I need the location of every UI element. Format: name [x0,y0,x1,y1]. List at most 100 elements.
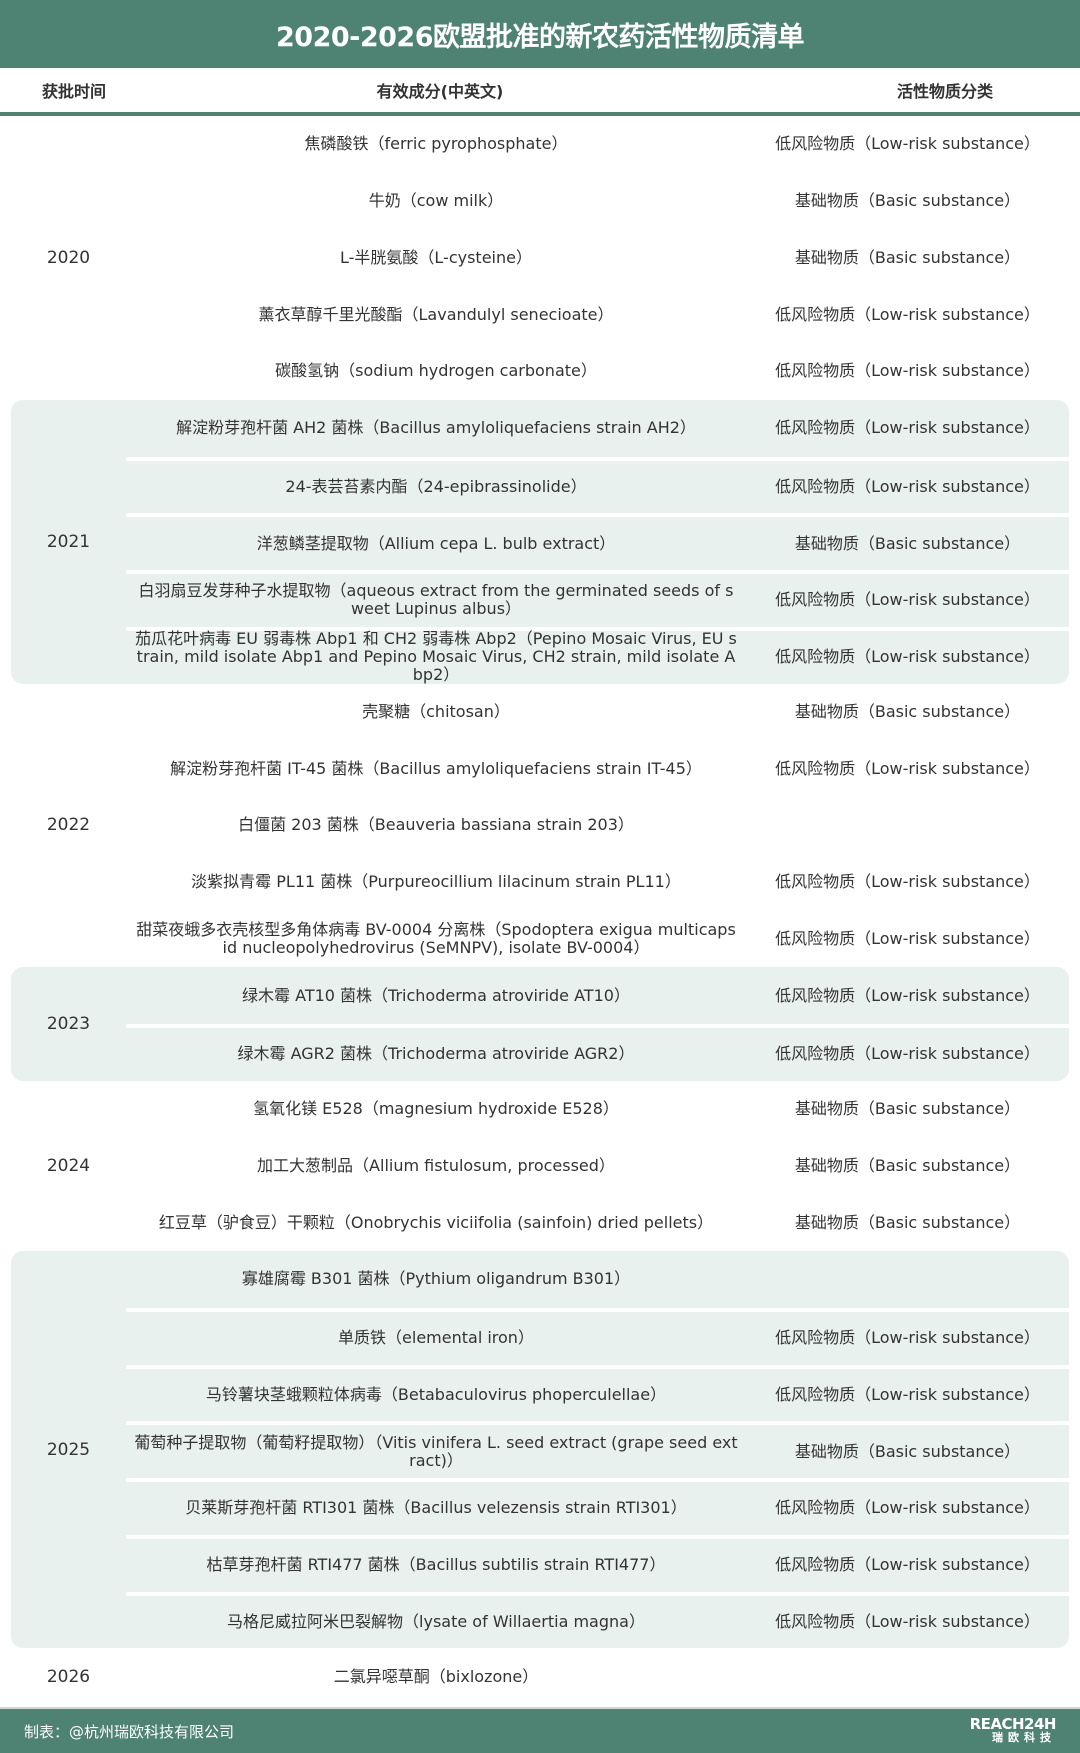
ingredient-name: 淡紫拟青霉 PL11 菌株（Purpureocillium lilacinum … [191,872,681,892]
substance-category: 低风险物质（Low-risk substance） [775,1611,1040,1631]
substance-category: 基础物质（Basic substance） [794,1155,1021,1175]
substance-category: 低风险物质（Low-risk substance） [775,1498,1040,1518]
header-ingredient: 有效成分(中英文) [376,82,504,101]
logo-line1: REACH24H [969,1715,1057,1733]
table-row: 24-表芸苔素内酯（24-epibrassinolide） 低风险物质（Low-r… [126,456,1069,514]
table-row: 解淀粉芽孢杆菌 AH2 菌株（Bacillus amyloliquefacien… [126,400,1069,457]
table-row: 薰衣草醇千里光酸酯（Lavandulyl senecioate） 低风险物质（Lo… [126,286,1069,343]
table-body: 2020 焦磷酸铁（ferric pyrophosphate） 低风险物质（Low-… [0,116,1080,1705]
table-row: 淡紫拟青霉 PL11 菌株（Purpureocillium lilacinum … [126,854,1069,911]
substance-category: 低风险物质（Low-risk substance） [775,304,1040,324]
substance-category: 低风险物质（Low-risk substance） [775,1555,1040,1575]
substance-category: 低风险物质（Low-risk substance） [775,590,1040,610]
ingredient-name: 寡雄腐霉 B301 菌株（Pythium oligandrum B301） [241,1269,631,1289]
substance-category: 低风险物质（Low-risk substance） [775,1384,1040,1404]
substance-category: 基础物质（Basic substance） [794,1099,1021,1119]
table-row: 二氯异噁草酮（bixlozone） [126,1648,1069,1705]
ingredient-name: 枯草芽孢杆菌 RTI477 菌株（Bacillus subtilis strai… [206,1555,666,1575]
substance-category: 基础物质（Basic substance） [794,247,1021,267]
approval-year: 2021 [46,531,91,552]
approval-year: 2024 [46,1155,91,1176]
ingredient-name: 解淀粉芽孢杆菌 AH2 菌株（Bacillus amyloliquefacien… [176,418,696,438]
ingredient-name: 茄瓜花叶病毒 EU 弱毒株 Abp1 和 CH2 弱毒株 Abp2（Pepino… [135,629,737,685]
table-row: 甜菜夜蛾多衣壳核型多角体病毒 BV-0004 分离株（Spodoptera ex… [126,911,1069,968]
year-group: 2026 二氯异噁草酮（bixlozone） [11,1648,1069,1705]
table-row: 解淀粉芽孢杆菌 IT-45 菌株（Bacillus amyloliquefaci… [126,740,1069,797]
ingredient-name: 二氯异噁草酮（bixlozone） [333,1666,539,1686]
ingredient-name: 白羽扇豆发芽种子水提取物（aqueous extract from the ge… [138,581,734,619]
table-row: 茄瓜花叶病毒 EU 弱毒株 Abp1 和 CH2 弱毒株 Abp2（Pepino… [126,626,1069,685]
ingredient-name: L-半胱氨酸（L-cysteine） [340,247,532,267]
ingredient-name: 红豆草（驴食豆）干颗粒（Onobrychis viciifolia (sainf… [158,1212,714,1232]
substance-category: 基础物质（Basic substance） [794,701,1021,721]
substance-category: 低风险物质（Low-risk substance） [775,361,1040,381]
ingredient-name: 绿木霉 AT10 菌株（Trichoderma atroviride AT10） [242,985,630,1005]
substance-category: 低风险物质（Low-risk substance） [775,134,1040,154]
table-row: 焦磷酸铁（ferric pyrophosphate） 低风险物质（Low-risk… [126,116,1069,173]
ingredient-name: 壳聚糖（chitosan） [362,701,510,721]
substance-category: 基础物质（Basic substance） [794,533,1021,553]
substance-category: 基础物质（Basic substance） [794,1441,1021,1461]
approval-year: 2020 [46,247,91,268]
header-year: 获批时间 [41,82,106,101]
table-row: 寡雄腐霉 B301 菌株（Pythium oligandrum B301） [126,1251,1069,1308]
table-row: 牛奶（cow milk） 基础物质（Basic substance） [126,173,1069,230]
substance-category: 低风险物质（Low-risk substance） [775,1328,1040,1348]
table-row: 单质铁（elemental iron） 低风险物质（Low-risk substa… [126,1307,1069,1365]
ingredient-name: 白僵菌 203 菌株（Beauveria bassiana strain 203… [238,815,634,835]
table-row: 红豆草（驴食豆）干颗粒（Onobrychis viciifolia (sainf… [126,1194,1069,1251]
ingredient-name: 牛奶（cow milk） [368,191,504,211]
table-row: 洋葱鳞茎提取物（Allium cepa L. bulb extract） 基础物质… [126,513,1069,570]
substance-category: 低风险物质（Low-risk substance） [775,985,1040,1005]
table-row: 枯草芽孢杆菌 RTI477 菌株（Bacillus subtilis strai… [126,1534,1069,1592]
substance-category: 基础物质（Basic substance） [794,191,1021,211]
substance-category: 基础物质（Basic substance） [794,1212,1021,1232]
table-row: 绿木霉 AGR2 菌株（Trichoderma atroviride AGR2）… [126,1024,1069,1081]
footer: 制表：@杭州瑞欧科技有限公司 REACH24H 瑞欧科技 [0,1707,1080,1753]
page-title: 2020-2026欧盟批准的新农药活性物质清单 [0,0,1080,68]
ingredient-name: 薰衣草醇千里光酸酯（Lavandulyl senecioate） [258,304,614,324]
table-row: 碳酸氢钠（sodium hydrogen carbonate） 低风险物质（Low… [126,343,1069,400]
ingredient-name: 马格尼威拉阿米巴裂解物（lysate of Willaertia magna） [227,1611,645,1631]
year-group: 2021 解淀粉芽孢杆菌 AH2 菌株（Bacillus amyloliquefa… [11,399,1069,685]
table-row: 马铃薯块茎蛾颗粒体病毒（Betabaculovirus phoperculell… [126,1364,1069,1422]
reach24h-logo: REACH24H 瑞欧科技 [969,1715,1057,1745]
substance-category: 低风险物质（Low-risk substance） [775,872,1040,892]
title-text: 2020-2026欧盟批准的新农药活性物质清单 [276,21,805,53]
ingredient-name: 解淀粉芽孢杆菌 IT-45 菌株（Bacillus amyloliquefaci… [170,758,702,778]
substance-category: 低风险物质（Low-risk substance） [775,928,1040,948]
table-header: 获批时间 有效成分(中英文) 活性物质分类 [0,68,1080,116]
table-row: 白羽扇豆发芽种子水提取物（aqueous extract from the ge… [126,570,1069,627]
ingredient-name: 马铃薯块茎蛾颗粒体病毒（Betabaculovirus phoperculell… [205,1384,667,1404]
table-row: L-半胱氨酸（L-cysteine） 基础物质（Basic substance） [126,230,1069,287]
table-row: 白僵菌 203 菌株（Beauveria bassiana strain 203… [126,797,1069,854]
year-group: 2022 壳聚糖（chitosan） 基础物质（Basic substance） 解淀… [11,684,1069,968]
year-group: 2020 焦磷酸铁（ferric pyrophosphate） 低风险物质（Low-… [11,116,1069,400]
table-row: 加工大葱制品（Allium fistulosum, processed） 基础物质… [126,1138,1069,1195]
ingredient-name: 单质铁（elemental iron） [338,1328,534,1348]
substance-category: 低风险物质（Low-risk substance） [775,418,1040,438]
table-row: 葡萄种子提取物（葡萄籽提取物）（Vitis vinifera L. seed e… [126,1421,1069,1478]
year-group: 2023 绿木霉 AT10 菌株（Trichoderma atroviride A… [11,967,1069,1081]
ingredient-name: 葡萄种子提取物（葡萄籽提取物）（Vitis vinifera L. seed e… [134,1432,738,1470]
substance-category: 低风险物质（Low-risk substance） [775,1044,1040,1064]
table-row: 贝莱斯芽孢杆菌 RTI301 菌株（Bacillus velezensis st… [126,1478,1069,1535]
ingredient-name: 甜菜夜蛾多衣壳核型多角体病毒 BV-0004 分离株（Spodoptera ex… [136,919,736,957]
ingredient-name: 碳酸氢钠（sodium hydrogen carbonate） [275,361,597,381]
ingredient-name: 贝莱斯芽孢杆菌 RTI301 菌株（Bacillus velezensis st… [185,1498,687,1518]
ingredient-name: 加工大葱制品（Allium fistulosum, processed） [257,1155,615,1175]
footer-credit: 制表：@杭州瑞欧科技有限公司 [24,1722,235,1741]
ingredient-name: 绿木霉 AGR2 菌株（Trichoderma atroviride AGR2） [237,1044,635,1064]
substance-category: 低风险物质（Low-risk substance） [775,758,1040,778]
table-row: 壳聚糖（chitosan） 基础物质（Basic substance） [126,684,1069,741]
substance-category: 低风险物质（Low-risk substance） [775,476,1040,496]
table-row: 绿木霉 AT10 菌株（Trichoderma atroviride AT10）… [126,967,1069,1024]
table-row: 氢氧化镁 E528（magnesium hydroxide E528） 基础物质（… [126,1081,1069,1138]
approval-year: 2022 [46,815,91,836]
ingredient-name: 焦磷酸铁（ferric pyrophosphate） [304,134,568,154]
approval-year: 2026 [46,1666,91,1687]
header-category: 活性物质分类 [896,82,993,101]
year-group: 2025 寡雄腐霉 B301 菌株（Pythium oligandrum B301… [11,1251,1069,1649]
ingredient-name: 24-表芸苔素内酯（24-epibrassinolide） [285,476,587,496]
ingredient-name: 洋葱鳞茎提取物（Allium cepa L. bulb extract） [256,533,616,553]
